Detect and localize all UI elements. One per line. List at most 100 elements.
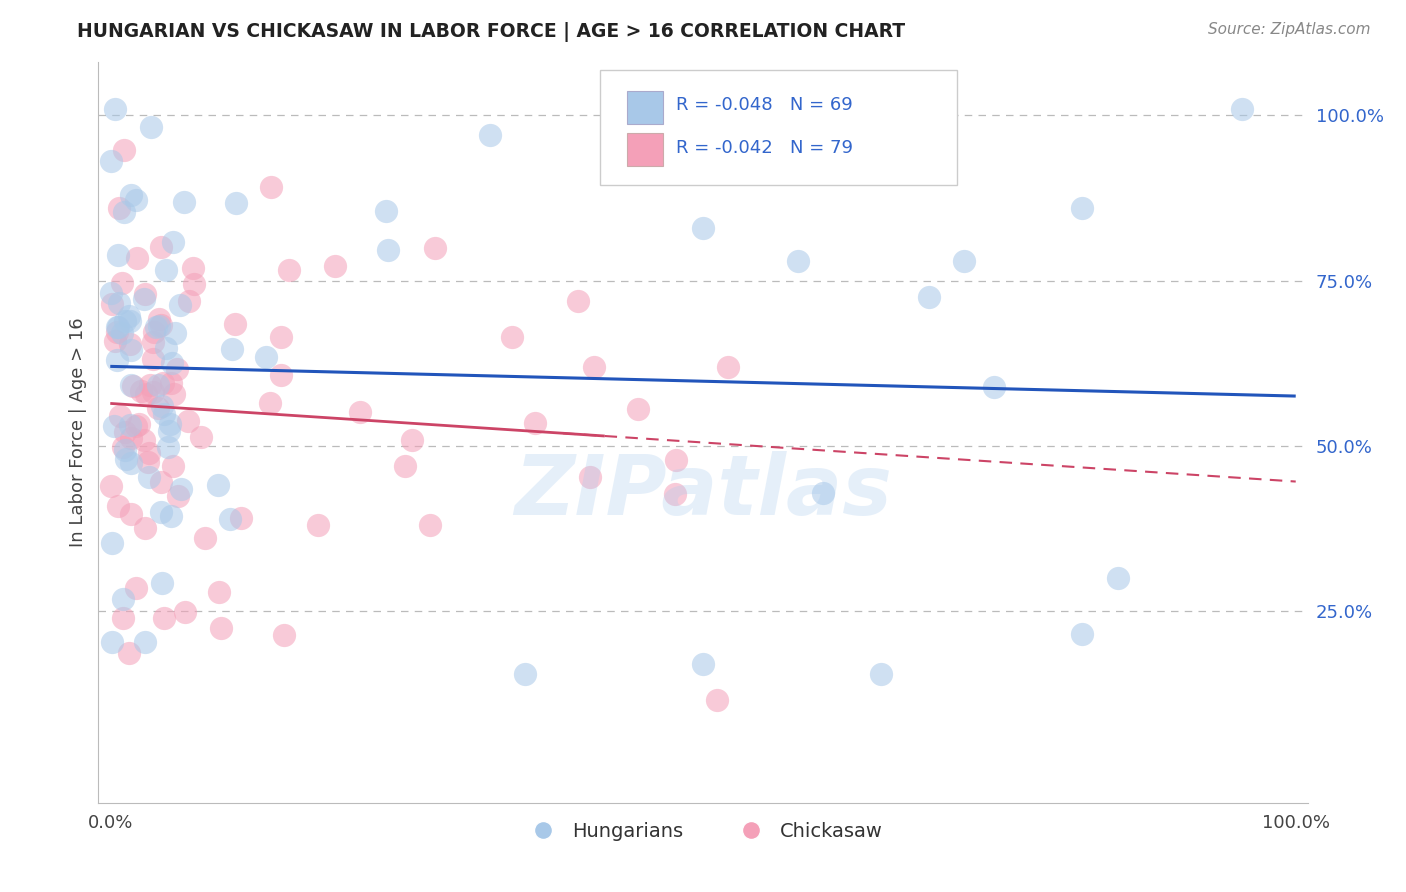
Point — [177, 414, 200, 428]
Point — [194, 532, 217, 546]
Point — [225, 196, 247, 211]
Point — [120, 343, 142, 357]
Point — [717, 359, 740, 374]
Point — [111, 276, 134, 290]
Point — [148, 378, 170, 392]
Point — [166, 362, 188, 376]
Point — [664, 486, 686, 500]
Point — [394, 458, 416, 473]
Point — [139, 120, 162, 135]
Point — [153, 611, 176, 625]
Point — [273, 628, 295, 642]
Point — [101, 635, 124, 649]
Point — [209, 621, 232, 635]
Point — [179, 294, 201, 309]
Point — [120, 456, 142, 470]
Point — [148, 318, 170, 333]
Point — [108, 296, 131, 310]
Point — [134, 521, 156, 535]
Point — [105, 325, 128, 339]
Point — [118, 417, 141, 432]
Point — [132, 433, 155, 447]
Point — [579, 470, 602, 484]
Point — [278, 263, 301, 277]
Point — [108, 409, 131, 423]
Point — [142, 352, 165, 367]
Point — [104, 102, 127, 116]
FancyBboxPatch shape — [600, 70, 957, 185]
Point — [128, 417, 150, 431]
Point — [111, 326, 134, 340]
Text: R = -0.042   N = 79: R = -0.042 N = 79 — [676, 138, 853, 157]
Point — [100, 154, 122, 169]
Point — [567, 293, 589, 308]
Point — [254, 350, 277, 364]
Point — [207, 478, 229, 492]
Point — [692, 220, 714, 235]
Point — [150, 505, 173, 519]
Point — [124, 581, 146, 595]
Point — [146, 401, 169, 416]
Point — [323, 259, 346, 273]
Point — [101, 536, 124, 550]
Point — [138, 446, 160, 460]
FancyBboxPatch shape — [627, 133, 664, 166]
Point — [138, 455, 160, 469]
Point — [582, 360, 605, 375]
Point — [120, 314, 142, 328]
Point — [218, 512, 240, 526]
Point — [377, 243, 399, 257]
FancyBboxPatch shape — [627, 91, 664, 124]
Point — [125, 418, 148, 433]
Point — [162, 235, 184, 249]
Point — [692, 657, 714, 671]
Point — [122, 379, 145, 393]
Point — [114, 452, 136, 467]
Point — [786, 253, 808, 268]
Point — [143, 325, 166, 339]
Point — [706, 693, 728, 707]
Point — [183, 277, 205, 291]
Point — [665, 453, 688, 467]
Point — [118, 309, 141, 323]
Point — [419, 518, 441, 533]
Text: Source: ZipAtlas.com: Source: ZipAtlas.com — [1208, 22, 1371, 37]
Point — [112, 610, 135, 624]
Point — [374, 204, 396, 219]
Point — [105, 353, 128, 368]
Point — [112, 205, 135, 219]
Point — [152, 376, 174, 391]
Point — [132, 292, 155, 306]
Point — [401, 434, 423, 448]
Point — [627, 401, 650, 416]
Point — [114, 443, 136, 458]
Point — [983, 380, 1005, 394]
Point — [163, 326, 186, 340]
Point — [160, 376, 183, 390]
Point — [515, 666, 537, 681]
Point — [120, 507, 142, 521]
Point — [118, 646, 141, 660]
Point — [157, 424, 180, 438]
Point — [156, 440, 179, 454]
Point — [270, 330, 292, 344]
Point — [111, 440, 134, 454]
Text: R = -0.048   N = 69: R = -0.048 N = 69 — [676, 95, 853, 114]
Y-axis label: In Labor Force | Age > 16: In Labor Force | Age > 16 — [69, 318, 87, 548]
Point — [125, 193, 148, 207]
Point — [231, 510, 253, 524]
Point — [107, 499, 129, 513]
Point — [208, 585, 231, 599]
Point — [142, 385, 165, 400]
Point — [155, 263, 177, 277]
Point — [155, 341, 177, 355]
Point — [148, 312, 170, 326]
Point — [259, 396, 281, 410]
Point — [169, 298, 191, 312]
Point — [811, 486, 834, 500]
Point — [139, 378, 162, 392]
Point — [307, 518, 329, 533]
Point — [107, 201, 129, 215]
Point — [107, 320, 129, 334]
Point — [114, 425, 136, 439]
